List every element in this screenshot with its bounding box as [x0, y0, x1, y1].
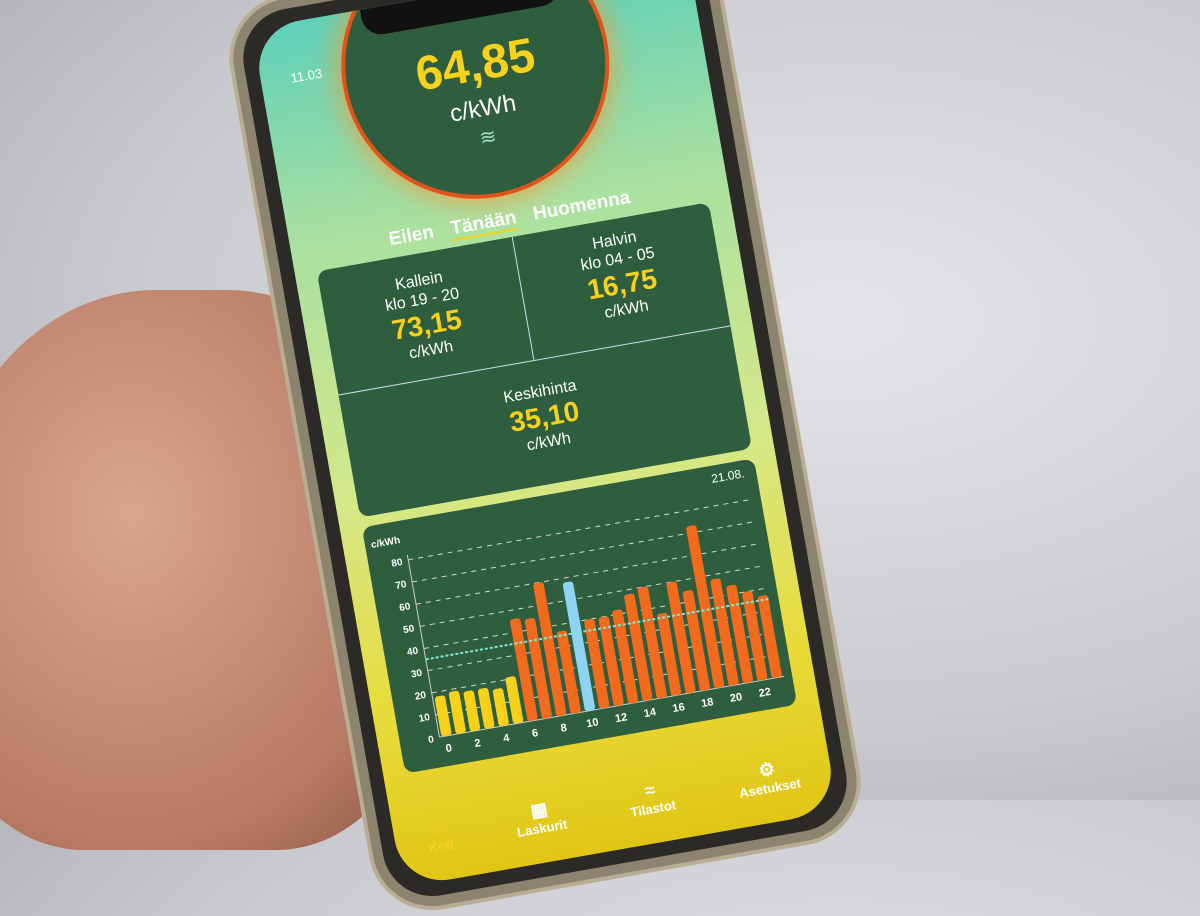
bar-hour-2 [463, 690, 481, 732]
nav-laskurit[interactable]: ▦ Laskurit [512, 795, 569, 847]
bar-hour-20 [710, 578, 739, 686]
average-line [425, 597, 771, 661]
x-tick-label: 12 [614, 711, 628, 725]
bar-hour-21 [726, 584, 753, 684]
y-tick-label: 0 [427, 734, 435, 746]
tab-tanaan[interactable]: Tänään [448, 207, 519, 242]
x-tick-label: 22 [758, 686, 772, 700]
grid-line [435, 653, 781, 716]
bar-hour-13 [612, 609, 639, 704]
grid-line [415, 542, 761, 605]
y-axis-label: c/kWh [370, 535, 401, 551]
bar-hour-10 [562, 581, 596, 711]
y-tick-label: 70 [395, 579, 408, 592]
nav-tilastot[interactable]: ≈ Tilastot [625, 776, 678, 827]
x-tick-label: 16 [672, 701, 686, 715]
bar-hour-1 [448, 690, 466, 734]
y-tick-label: 50 [402, 623, 415, 636]
grid-line [419, 565, 765, 627]
x-tick-label: 2 [474, 737, 482, 750]
bar-hour-17 [666, 581, 696, 694]
bar-hour-18 [682, 590, 710, 691]
y-tick-label: 20 [414, 690, 427, 703]
tab-eilen[interactable]: Eilen [387, 221, 436, 251]
x-axis [439, 675, 785, 738]
price-chart: 21.08. c/kWh 0 10 20 30 40 50 60 70 80 0 2 4 6 8 10 12 14… [361, 458, 798, 774]
y-tick-label: 80 [391, 557, 404, 570]
bar-hour-15 [637, 586, 667, 699]
bar-hour-3 [477, 687, 495, 729]
x-tick-label: 10 [585, 716, 599, 730]
bar-hour-4 [492, 688, 509, 727]
bar-hour-12 [598, 616, 624, 706]
y-axis [406, 554, 440, 738]
phone: 11.03 64,85 c/kWh ≋ Eilen Tänään Huomenn… [223, 0, 867, 916]
bar-hour-0 [434, 695, 452, 737]
bar-hour-9 [556, 630, 581, 714]
x-tick-label: 8 [560, 722, 568, 735]
bar-hour-14 [624, 593, 653, 701]
x-tick-label: 4 [502, 732, 511, 745]
x-tick-label: 6 [531, 727, 539, 740]
y-tick-label: 30 [410, 668, 423, 681]
bar-hour-19 [686, 525, 725, 689]
bar-hour-7 [524, 617, 552, 719]
nav-koti[interactable]: ⌂ Koti [424, 815, 457, 863]
grid-line [431, 631, 777, 694]
grid-line [408, 498, 753, 561]
bottom-nav: ⌂ Koti ▦ Laskurit ≈ Tilastot ⚙ Asetukset [392, 748, 835, 868]
bar-hour-22 [742, 591, 768, 681]
screen: 11.03 64,85 c/kWh ≋ Eilen Tänään Huomenn… [251, 0, 839, 888]
x-tick-label: 14 [643, 706, 658, 720]
y-tick-label: 60 [398, 601, 411, 614]
grid-line [412, 520, 757, 583]
x-tick-label: 0 [445, 742, 453, 755]
grid-line [423, 587, 769, 650]
nav-label: Koti [427, 836, 456, 856]
bar-hour-11 [584, 618, 610, 709]
bar-hour-16 [657, 612, 682, 696]
bar-hour-23 [757, 595, 782, 679]
status-time: 11.03 [289, 65, 324, 86]
chart-svg: c/kWh 0 10 20 30 40 50 60 70 80 0 2 4 6 8 10 12 14 16 18 20 2… [370, 498, 785, 755]
x-tick-label: 20 [729, 691, 743, 705]
y-tick-label: 40 [406, 646, 419, 659]
y-tick-label: 10 [418, 712, 431, 725]
x-tick-label: 18 [700, 696, 714, 710]
bar-hour-8 [533, 582, 567, 717]
bar-hour-5 [505, 676, 524, 724]
current-price-circle: 64,85 c/kWh ≋ [320, 0, 631, 220]
